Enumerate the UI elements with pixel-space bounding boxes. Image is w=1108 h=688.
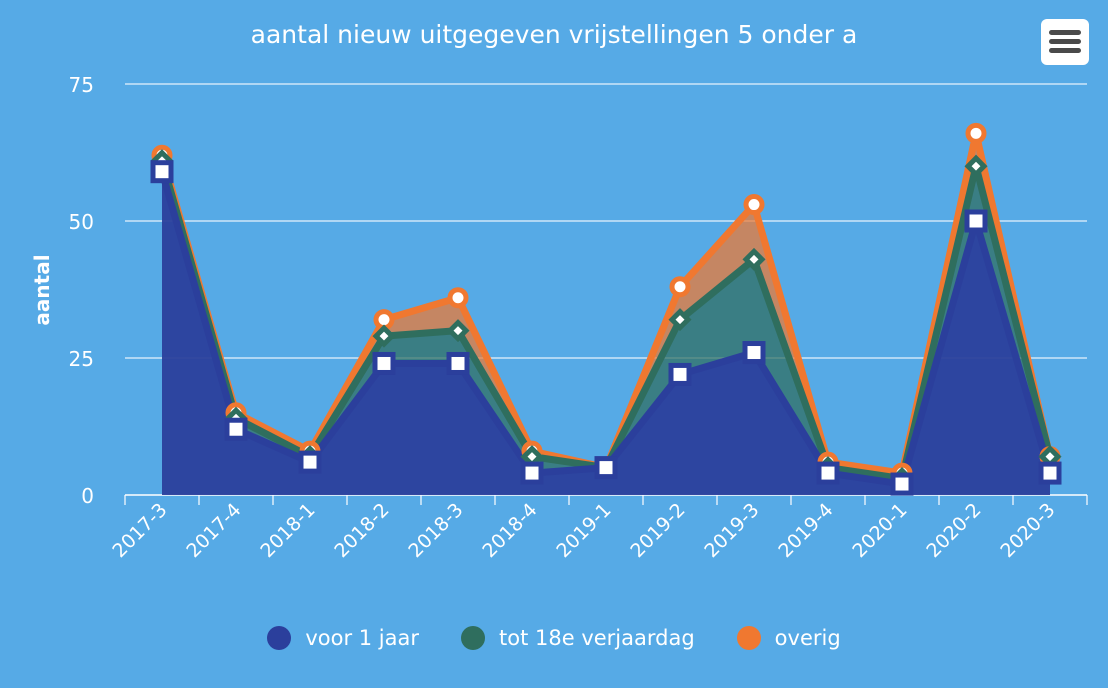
- data-point-voor-1-jaar: [816, 461, 840, 485]
- data-point-voor-1-jaar: [150, 160, 174, 184]
- y-tick-label: 25: [69, 347, 94, 371]
- area-voor-1-jaar: [162, 171, 1050, 495]
- data-point-voor-1-jaar: [742, 341, 766, 365]
- line-voor-1-jaar: [158, 170, 1054, 488]
- data-point-tot-18e-verjaardag: [742, 247, 766, 271]
- data-point-overig: [669, 276, 691, 298]
- legend-label: voor 1 jaar: [305, 626, 420, 650]
- chart-title: aantal nieuw uitgegeven vrijstellingen 5…: [251, 20, 858, 49]
- data-point-voor-1-jaar: [1038, 461, 1062, 485]
- x-tick-label: 2019-4: [774, 499, 837, 562]
- x-tick-label: 2018-3: [404, 499, 467, 562]
- data-point-voor-1-jaar: [520, 461, 544, 485]
- data-point-overig: [447, 287, 469, 309]
- data-point-tot-18e-verjaardag: [372, 324, 396, 348]
- legend-item-voor-1-jaar[interactable]: voor 1 jaar: [267, 626, 419, 650]
- y-tick-label: 75: [69, 73, 94, 97]
- data-point-overig: [743, 194, 765, 216]
- data-point-voor-1-jaar: [298, 450, 322, 474]
- legend-label: tot 18e verjaardag: [499, 626, 695, 650]
- legend: voor 1 jaar tot 18e verjaardag overig: [0, 620, 1108, 656]
- legend-dot: [461, 626, 486, 650]
- data-point-voor-1-jaar: [668, 362, 692, 386]
- x-tick-label: 2018-1: [256, 499, 319, 562]
- legend-dot: [736, 626, 761, 650]
- legend-item-tot-18e-verjaardag[interactable]: tot 18e verjaardag: [461, 626, 695, 650]
- data-point-tot-18e-verjaardag: [668, 308, 692, 332]
- data-point-voor-1-jaar: [372, 351, 396, 375]
- x-tick-label: 2018-4: [478, 499, 541, 562]
- x-tick-label: 2020-1: [848, 499, 911, 562]
- data-point-tot-18e-verjaardag: [964, 154, 988, 178]
- data-point-voor-1-jaar: [890, 472, 914, 496]
- y-axis-label: aantal: [30, 254, 54, 325]
- hamburger-menu-icon[interactable]: [1041, 19, 1089, 65]
- data-point-tot-18e-verjaardag: [446, 319, 470, 343]
- data-point-voor-1-jaar: [224, 417, 248, 441]
- x-tick-label: 2017-4: [182, 499, 245, 562]
- x-tick-label: 2018-2: [330, 499, 393, 562]
- legend-item-overig[interactable]: overig: [736, 626, 841, 650]
- x-tick-label: 2020-2: [922, 499, 985, 562]
- data-point-overig: [965, 122, 987, 144]
- data-point-voor-1-jaar: [964, 209, 988, 233]
- x-tick-label: 2019-1: [552, 499, 615, 562]
- x-tick-label: 2019-3: [700, 499, 763, 562]
- data-point-voor-1-jaar: [594, 456, 618, 480]
- x-tick-label: 2017-3: [108, 499, 171, 562]
- x-tick-label: 2019-2: [626, 499, 689, 562]
- data-point-voor-1-jaar: [446, 351, 470, 375]
- y-tick-label: 50: [69, 210, 94, 234]
- x-tick-label: 2020-3: [996, 499, 1059, 562]
- legend-label: overig: [774, 626, 841, 650]
- legend-dot: [267, 626, 292, 650]
- y-tick-label: 0: [81, 484, 94, 508]
